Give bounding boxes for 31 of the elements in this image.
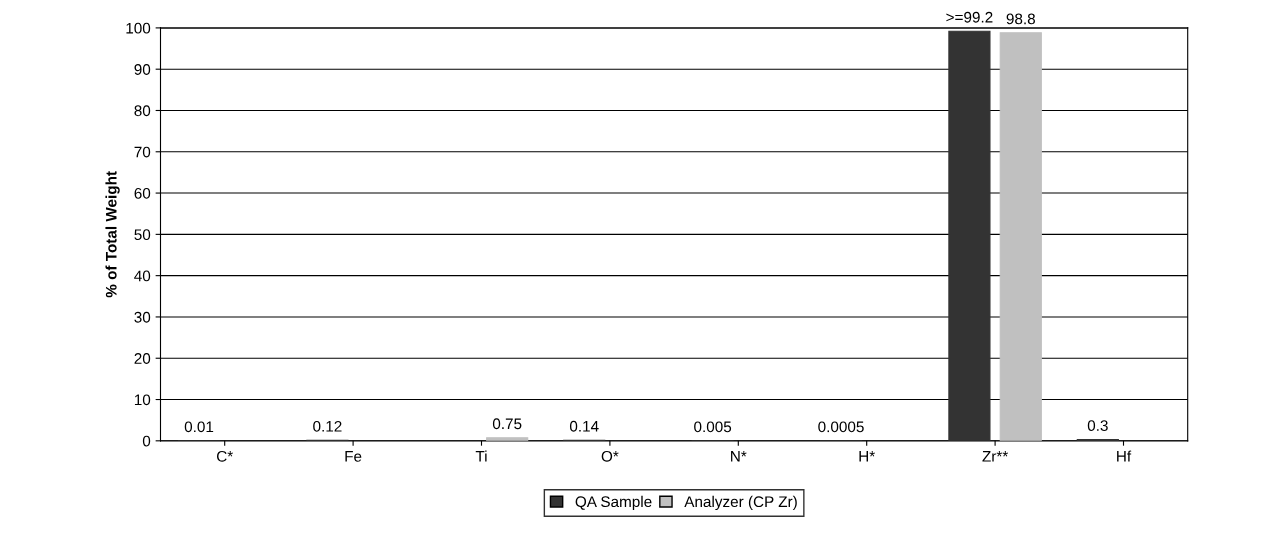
y-tick-label: 100 <box>126 22 151 34</box>
y-tick-label: 0 <box>142 435 151 447</box>
x-tick-label: N* <box>731 451 747 462</box>
legend-label: Analyzer (CP Zr) <box>684 495 797 511</box>
y-tick-label: 40 <box>134 270 151 282</box>
y-tick-label: 70 <box>134 146 151 158</box>
data-label: 0.75 <box>492 418 522 430</box>
y-tick-label: 20 <box>134 353 151 364</box>
y-tick-label: 10 <box>134 394 151 406</box>
y-tick-label: 30 <box>134 311 151 323</box>
x-tick-label: C* <box>216 450 233 462</box>
data-label: 0.14 <box>569 420 599 432</box>
x-tick-label: Fe <box>345 451 362 462</box>
data-label: >=99.2 <box>946 11 993 23</box>
data-label: 0.0005 <box>818 421 864 433</box>
x-tick-label: Hf <box>1117 450 1132 462</box>
x-tick-label: O* <box>601 450 619 462</box>
x-tick-label: Zr** <box>982 451 1009 462</box>
x-tick-label: Ti <box>475 450 487 462</box>
legend-label: QA Sample <box>575 495 652 511</box>
data-label: 98.8 <box>1006 13 1035 25</box>
y-axis-title: % of Total Weight <box>105 171 120 298</box>
data-label: 0.12 <box>313 420 342 432</box>
y-tick-label: 50 <box>134 229 151 241</box>
y-tick-label: 80 <box>134 105 151 117</box>
y-tick-label: 90 <box>134 64 151 75</box>
data-label: 0.3 <box>1087 420 1108 432</box>
data-label: 0.005 <box>694 421 732 433</box>
y-tick-label: 60 <box>134 187 151 199</box>
data-label: 0.01 <box>184 421 214 433</box>
x-tick-label: H* <box>859 451 875 462</box>
